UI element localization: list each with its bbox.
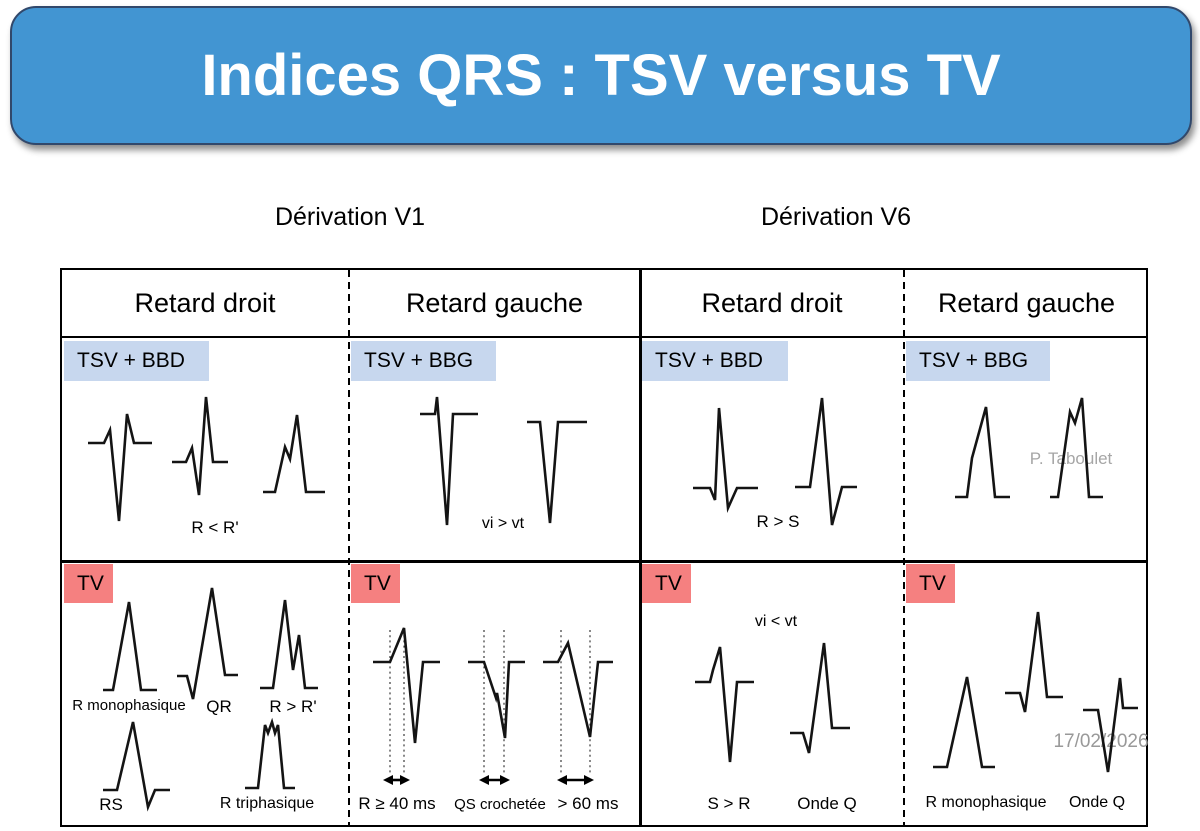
watermark-date: 17/02/2026 — [1053, 731, 1149, 752]
chip-tsv-bbg-v1: TSV + BBG — [351, 341, 496, 381]
label-vi-gt-vt: vi > vt — [481, 515, 525, 532]
row-divider-line — [62, 560, 1146, 563]
header-v1-retard-gauche: Retard gauche — [405, 287, 584, 318]
title-banner: Indices QRS : TSV versus TV — [10, 6, 1192, 145]
section-label-v6: Dérivation V6 — [760, 203, 912, 231]
page-title: Indices QRS : TSV versus TV — [201, 43, 1001, 108]
label-r-monophasique-v6: R monophasique — [925, 794, 1047, 811]
watermark-author: P. Taboulet — [1029, 449, 1113, 468]
chip-tv-v1-gauche: TV — [351, 564, 400, 603]
chip-tv-v1-droit: TV — [64, 564, 113, 603]
label-onde-q-v6-droit: Onde Q — [797, 794, 857, 813]
chip-tsv-bbd-v1: TSV + BBD — [64, 341, 209, 381]
chip-tv-v6-gauche: TV — [906, 564, 955, 603]
chip-tsv-bbd-v6: TSV + BBD — [642, 341, 788, 381]
label-vi-lt-vt: vi < vt — [754, 613, 798, 630]
header-divider-line — [62, 336, 1146, 339]
label-qr: QR — [206, 697, 232, 716]
chip-tsv-bbg-v6: TSV + BBG — [906, 341, 1050, 381]
label-rs: RS — [99, 795, 123, 814]
divider-v1-v6-solid — [639, 270, 642, 825]
label-r-lt-rprime: R < R' — [191, 518, 239, 537]
header-v1-retard-droit: Retard droit — [134, 287, 276, 318]
label-r-gt-rprime: R > R' — [269, 697, 317, 716]
ecg-table: Retard droit Retard gauche Retard droit … — [60, 268, 1148, 827]
label-r-triphasique: R triphasique — [219, 795, 315, 812]
divider-v1-dashed — [348, 270, 350, 825]
section-label-v1: Dérivation V1 — [274, 203, 426, 231]
label-gt-60ms: > 60 ms — [557, 794, 619, 813]
header-v6-retard-droit: Retard droit — [701, 287, 843, 318]
label-r-gt-s: R > S — [756, 512, 800, 531]
chip-tv-v6-droit: TV — [642, 564, 691, 603]
header-v6-retard-gauche: Retard gauche — [937, 287, 1116, 318]
label-qs-crochetee: QS crochetée — [454, 796, 546, 813]
divider-v6-dashed — [903, 270, 905, 825]
label-s-gt-r: S > R — [707, 794, 751, 813]
label-r-ge-40ms: R ≥ 40 ms — [358, 794, 436, 813]
label-onde-q-v6-gauche: Onde Q — [1068, 794, 1126, 811]
label-r-monophasique-v1: R monophasique — [72, 697, 186, 714]
